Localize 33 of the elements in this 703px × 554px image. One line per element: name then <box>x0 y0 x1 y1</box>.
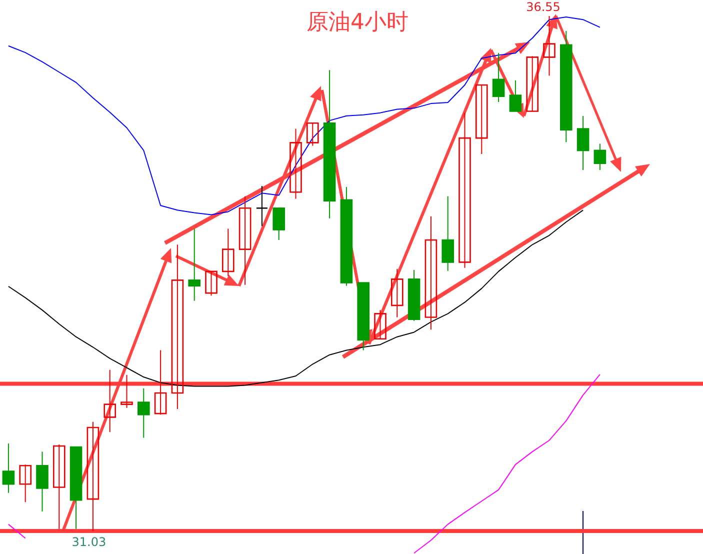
text: 31.03 <box>72 535 106 549</box>
candlestick <box>2 442 15 494</box>
candlestick <box>492 52 505 103</box>
candlestick <box>306 122 319 146</box>
chart-title: 原油4小时 <box>306 10 408 35</box>
candlestick <box>458 112 471 268</box>
candlestick <box>256 185 268 227</box>
candlestick <box>36 451 48 512</box>
candlestick <box>442 196 454 272</box>
candlestick <box>509 80 522 112</box>
candlestick <box>424 216 438 330</box>
candlestick <box>272 207 285 241</box>
candlestick <box>222 228 234 277</box>
candlestick <box>154 350 167 416</box>
text: 36.55 <box>526 0 560 14</box>
candlestick <box>171 244 184 410</box>
candlestick <box>238 196 252 286</box>
candlestick <box>188 228 200 302</box>
candlestick <box>120 374 133 408</box>
candlestick <box>205 270 218 296</box>
candlestick <box>53 444 66 530</box>
candlestick <box>543 16 556 76</box>
candlestick <box>138 388 150 438</box>
candlestick <box>391 268 404 318</box>
candlestick <box>104 369 116 433</box>
candlestick <box>594 143 606 170</box>
candlestick <box>19 464 32 503</box>
candlestick <box>290 128 302 200</box>
candlestick <box>576 115 590 170</box>
candlestick <box>86 421 100 532</box>
candlestick <box>476 84 488 155</box>
candlestick <box>374 310 386 340</box>
candlestick <box>526 56 538 112</box>
